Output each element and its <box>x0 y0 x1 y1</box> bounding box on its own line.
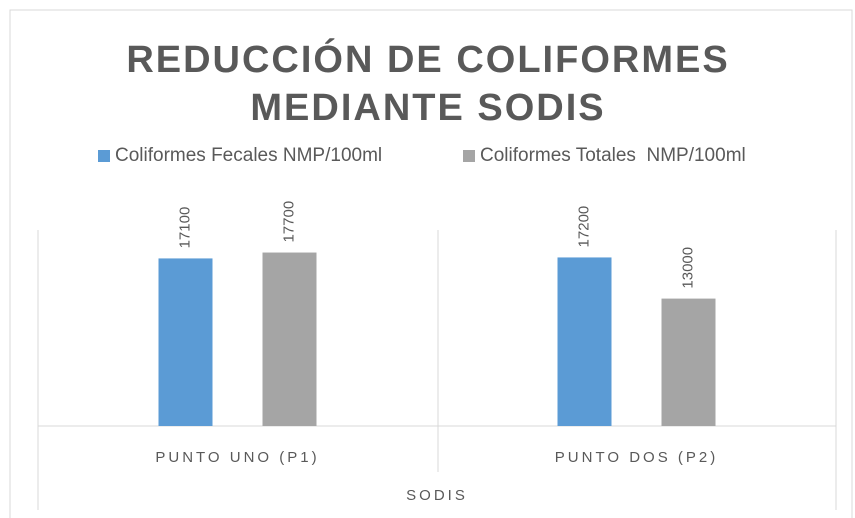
chart-title: REDUCCIÓN DE COLIFORMES MEDIANTE SODIS <box>126 39 730 129</box>
x-axis-label: SODIS <box>406 487 468 504</box>
bar <box>262 252 317 426</box>
legend-label: Coliformes Fecales NMP/100ml <box>115 145 382 166</box>
x-tick-label: PUNTO UNO (P1) <box>155 449 319 466</box>
legend-label: Coliformes Totales NMP/100ml <box>480 145 746 166</box>
bar <box>661 298 716 426</box>
data-label: 17200 <box>575 206 592 248</box>
legend-swatch <box>98 150 110 162</box>
data-label: 17100 <box>176 207 193 249</box>
x-tick-label: PUNTO DOS (P2) <box>555 449 718 466</box>
data-label: 17700 <box>280 201 297 243</box>
data-label: 13000 <box>679 247 696 289</box>
chart-frame <box>9 9 853 518</box>
bar <box>557 257 612 426</box>
legend-swatch <box>463 150 475 162</box>
bar <box>158 258 213 426</box>
